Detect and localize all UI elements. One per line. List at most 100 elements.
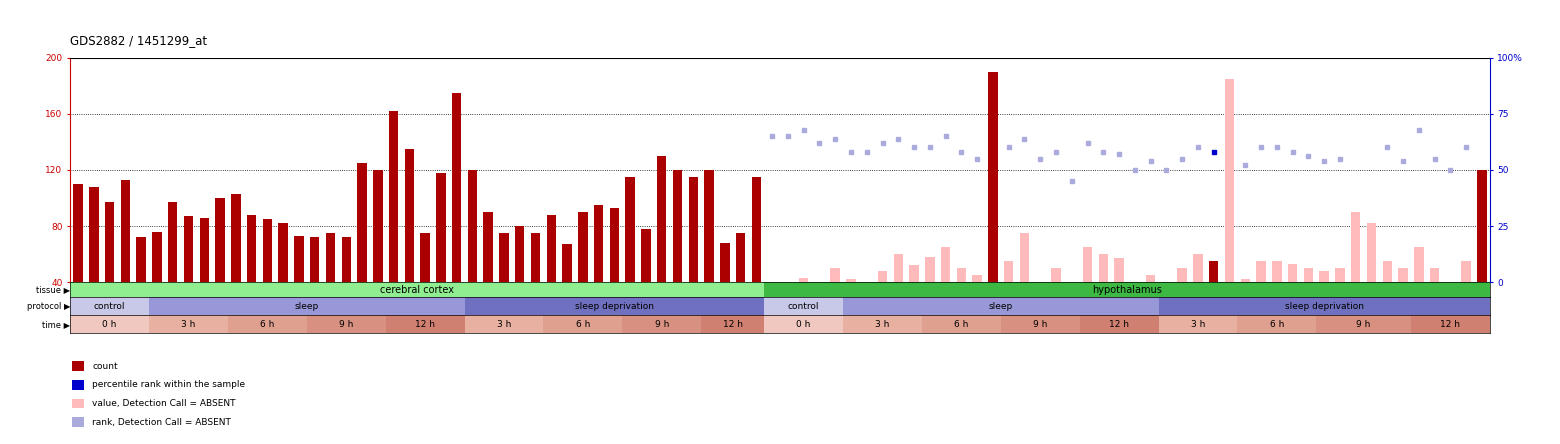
- Bar: [846, 279, 856, 282]
- Text: time ▶: time ▶: [42, 320, 70, 329]
- Bar: [1240, 279, 1250, 282]
- Text: 12 h: 12 h: [415, 320, 435, 329]
- Bar: [1147, 275, 1156, 282]
- Bar: [626, 177, 635, 282]
- Bar: [484, 212, 493, 282]
- Bar: [246, 215, 256, 282]
- Bar: [515, 226, 524, 282]
- Text: control: control: [788, 301, 819, 310]
- Bar: [1159, 297, 1490, 315]
- Text: control: control: [94, 301, 125, 310]
- Bar: [150, 297, 465, 315]
- Bar: [307, 315, 385, 333]
- Text: 3 h: 3 h: [875, 320, 889, 329]
- Text: rank, Detection Call = ABSENT: rank, Detection Call = ABSENT: [92, 418, 231, 427]
- Bar: [672, 170, 682, 282]
- Text: 9 h: 9 h: [1357, 320, 1371, 329]
- Text: 12 h: 12 h: [1109, 320, 1129, 329]
- Bar: [1080, 315, 1159, 333]
- Bar: [1178, 268, 1187, 282]
- Bar: [956, 268, 966, 282]
- Bar: [70, 282, 764, 297]
- Bar: [420, 233, 431, 282]
- Text: 3 h: 3 h: [1190, 320, 1206, 329]
- Bar: [622, 315, 700, 333]
- Text: 0 h: 0 h: [797, 320, 811, 329]
- Bar: [1083, 247, 1092, 282]
- Bar: [546, 215, 555, 282]
- Bar: [404, 149, 413, 282]
- Text: 9 h: 9 h: [655, 320, 669, 329]
- Bar: [228, 315, 307, 333]
- Bar: [278, 223, 289, 282]
- Bar: [499, 233, 509, 282]
- Bar: [437, 173, 446, 282]
- Bar: [310, 237, 320, 282]
- Bar: [987, 72, 998, 282]
- Bar: [764, 315, 842, 333]
- Bar: [1237, 315, 1317, 333]
- Bar: [1317, 315, 1410, 333]
- Bar: [1225, 79, 1234, 282]
- Text: sleep deprivation: sleep deprivation: [576, 301, 654, 310]
- Bar: [1413, 247, 1424, 282]
- Bar: [388, 111, 398, 282]
- Bar: [842, 297, 1159, 315]
- Bar: [1367, 223, 1376, 282]
- Text: 3 h: 3 h: [496, 320, 512, 329]
- Bar: [1304, 268, 1314, 282]
- Text: sleep: sleep: [989, 301, 1012, 310]
- Bar: [468, 170, 477, 282]
- Bar: [326, 233, 335, 282]
- Text: sleep deprivation: sleep deprivation: [1285, 301, 1363, 310]
- Bar: [184, 216, 193, 282]
- Bar: [1193, 254, 1203, 282]
- Bar: [941, 247, 950, 282]
- Bar: [922, 315, 1002, 333]
- Bar: [830, 268, 839, 282]
- Bar: [373, 170, 382, 282]
- Bar: [200, 218, 209, 282]
- Bar: [1159, 315, 1237, 333]
- Bar: [70, 297, 150, 315]
- Bar: [1209, 261, 1218, 282]
- Bar: [842, 315, 922, 333]
- Bar: [1289, 264, 1298, 282]
- Bar: [262, 219, 271, 282]
- Bar: [688, 177, 697, 282]
- Bar: [1271, 261, 1282, 282]
- Bar: [909, 266, 919, 282]
- Bar: [1351, 212, 1360, 282]
- Bar: [721, 243, 730, 282]
- Bar: [153, 232, 162, 282]
- Text: 6 h: 6 h: [576, 320, 590, 329]
- Bar: [1005, 261, 1014, 282]
- Bar: [1320, 271, 1329, 282]
- Text: 3 h: 3 h: [181, 320, 195, 329]
- Bar: [73, 184, 83, 282]
- Bar: [70, 315, 150, 333]
- Bar: [295, 236, 304, 282]
- Bar: [1398, 268, 1407, 282]
- Bar: [799, 278, 808, 282]
- Bar: [764, 282, 1490, 297]
- Bar: [465, 315, 543, 333]
- Bar: [150, 315, 228, 333]
- Bar: [1051, 268, 1061, 282]
- Bar: [736, 233, 746, 282]
- Bar: [752, 177, 761, 282]
- Bar: [465, 297, 764, 315]
- Text: percentile rank within the sample: percentile rank within the sample: [92, 381, 245, 389]
- Bar: [704, 170, 714, 282]
- Bar: [764, 297, 842, 315]
- Text: 0 h: 0 h: [103, 320, 117, 329]
- Text: 6 h: 6 h: [955, 320, 969, 329]
- Bar: [1462, 261, 1471, 282]
- Bar: [89, 187, 98, 282]
- Bar: [579, 212, 588, 282]
- Bar: [543, 315, 622, 333]
- Bar: [1410, 315, 1490, 333]
- Bar: [1335, 268, 1345, 282]
- Text: cerebral cortex: cerebral cortex: [381, 285, 454, 295]
- Bar: [385, 315, 465, 333]
